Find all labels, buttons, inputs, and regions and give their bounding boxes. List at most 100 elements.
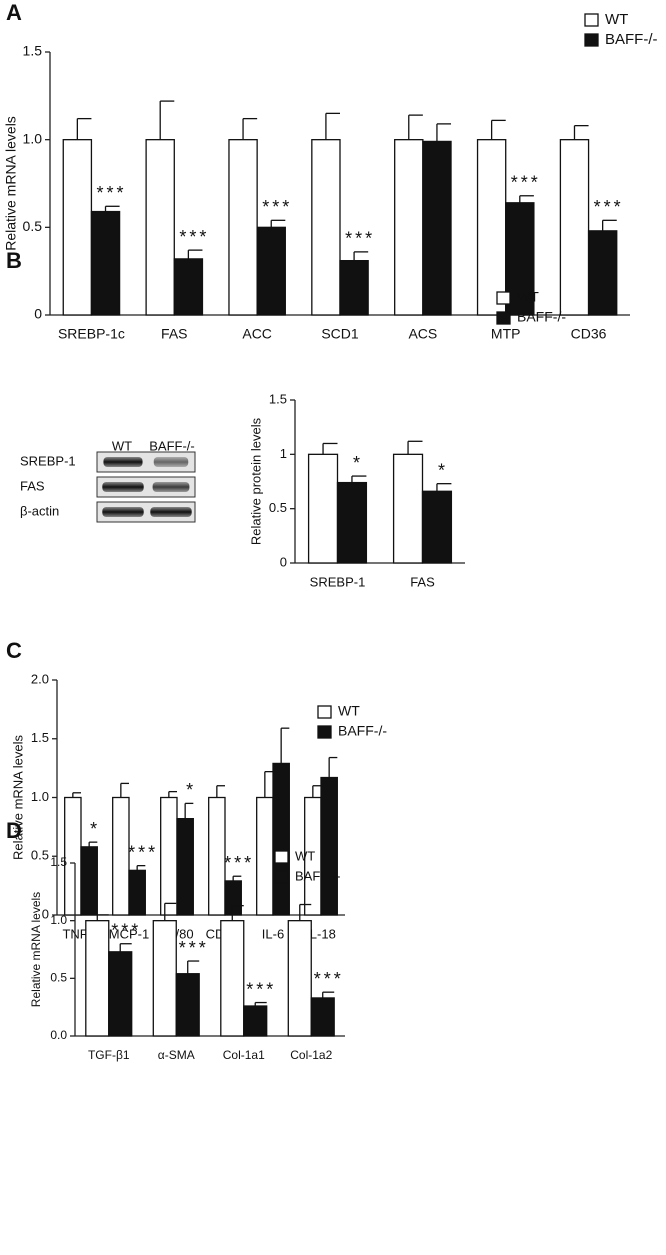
bar bbox=[80, 846, 98, 916]
legend-label: WT bbox=[517, 289, 539, 305]
bar bbox=[392, 453, 424, 564]
x-tick-label: ACS bbox=[408, 326, 437, 342]
significance-label: *** bbox=[511, 173, 541, 193]
blot-row-label: SREBP-1 bbox=[20, 453, 76, 468]
bar bbox=[272, 762, 290, 916]
legend-label: WT bbox=[338, 703, 360, 719]
x-tick-label: FAS bbox=[410, 574, 435, 589]
bar bbox=[160, 796, 178, 916]
bar bbox=[287, 920, 312, 1037]
x-tick-label: TGF-β1 bbox=[88, 1048, 130, 1062]
bar bbox=[208, 796, 226, 916]
panel-letter: A bbox=[6, 0, 22, 25]
significance-label: * bbox=[353, 453, 363, 473]
x-tick-label: Col-1a2 bbox=[290, 1048, 332, 1062]
bar bbox=[421, 490, 453, 564]
y-axis-title: Relative mRNA levels bbox=[10, 735, 25, 860]
y-tick-label: 0 bbox=[34, 306, 42, 322]
legend-label: WT bbox=[295, 848, 315, 863]
significance-label: *** bbox=[246, 979, 276, 999]
x-tick-label: SREBP-1c bbox=[58, 326, 125, 342]
significance-label: *** bbox=[179, 938, 209, 958]
x-tick-label: SCD1 bbox=[321, 326, 359, 342]
legend-swatch bbox=[584, 13, 599, 27]
blot-column-label: BAFF-/- bbox=[149, 438, 195, 453]
significance-label: * bbox=[186, 780, 196, 800]
significance-label: *** bbox=[179, 227, 209, 247]
legend-swatch bbox=[274, 850, 289, 864]
legend-swatch bbox=[317, 705, 332, 719]
bar bbox=[220, 920, 245, 1037]
significance-label: *** bbox=[128, 842, 158, 862]
blot-band bbox=[150, 507, 192, 517]
blot-row-label: β-actin bbox=[20, 503, 59, 518]
panel-letter: D bbox=[6, 818, 22, 843]
bar bbox=[587, 230, 618, 316]
bar bbox=[243, 1005, 268, 1037]
bar bbox=[128, 869, 146, 916]
bar bbox=[64, 796, 82, 916]
bar bbox=[112, 796, 130, 916]
legend-label: BAFF-/- bbox=[295, 868, 341, 883]
y-tick-label: 1.5 bbox=[31, 730, 49, 745]
legend-label: WT bbox=[605, 11, 628, 28]
legend-swatch bbox=[496, 291, 511, 305]
significance-label: *** bbox=[97, 183, 127, 203]
x-tick-label: SREBP-1 bbox=[310, 574, 366, 589]
bar bbox=[224, 880, 242, 916]
y-tick-label: 1.0 bbox=[23, 130, 43, 146]
bar bbox=[256, 226, 286, 316]
bar bbox=[228, 139, 258, 316]
bar bbox=[307, 453, 339, 564]
bar bbox=[476, 139, 507, 316]
x-tick-label: MTP bbox=[491, 326, 521, 342]
bar bbox=[310, 997, 335, 1037]
significance-label: *** bbox=[345, 229, 375, 249]
bar bbox=[311, 139, 341, 316]
bar bbox=[394, 139, 424, 316]
panel-letter: B bbox=[6, 248, 22, 273]
legend-swatch bbox=[584, 33, 599, 47]
bar bbox=[256, 796, 274, 916]
bar bbox=[336, 481, 368, 564]
y-tick-label: 0.5 bbox=[31, 848, 49, 863]
significance-label: *** bbox=[224, 853, 254, 873]
y-tick-label: 1.0 bbox=[50, 913, 67, 927]
bar bbox=[62, 139, 93, 316]
y-tick-label: 1 bbox=[280, 446, 287, 461]
legend-label: BAFF-/- bbox=[338, 723, 387, 739]
y-tick-label: 0.5 bbox=[269, 500, 287, 515]
y-tick-label: 0 bbox=[280, 554, 287, 569]
blot-band bbox=[152, 482, 190, 492]
legend-swatch bbox=[496, 311, 511, 325]
significance-label: * bbox=[438, 460, 448, 480]
significance-label: * bbox=[90, 819, 100, 839]
y-tick-label: 0.0 bbox=[50, 1028, 67, 1042]
y-axis-title: Relative protein levels bbox=[248, 417, 263, 545]
x-tick-label: CD36 bbox=[571, 326, 607, 342]
blot-band bbox=[153, 457, 189, 467]
y-tick-label: 0.5 bbox=[50, 971, 67, 985]
significance-label: *** bbox=[594, 197, 624, 217]
significance-label: *** bbox=[111, 920, 141, 940]
x-tick-label: IL-6 bbox=[262, 926, 284, 941]
x-tick-label: α-SMA bbox=[158, 1048, 195, 1062]
bar bbox=[85, 920, 110, 1037]
x-tick-label: Col-1a1 bbox=[223, 1048, 265, 1062]
y-axis-title: Relative mRNA levels bbox=[29, 892, 43, 1007]
y-tick-label: 1.5 bbox=[50, 855, 67, 869]
x-tick-label: MCP-1 bbox=[109, 926, 149, 941]
bar bbox=[176, 818, 194, 916]
bar bbox=[152, 920, 177, 1037]
bar bbox=[559, 139, 590, 316]
x-tick-label: IL-18 bbox=[306, 926, 336, 941]
panel-letter: C bbox=[6, 638, 22, 663]
legend-label: BAFF-/- bbox=[605, 31, 658, 48]
significance-label: *** bbox=[314, 969, 344, 989]
x-tick-label: FAS bbox=[161, 326, 187, 342]
blot-band bbox=[103, 457, 143, 467]
bar bbox=[90, 210, 121, 316]
y-tick-label: 1.5 bbox=[23, 43, 43, 59]
legend-swatch bbox=[317, 725, 332, 739]
